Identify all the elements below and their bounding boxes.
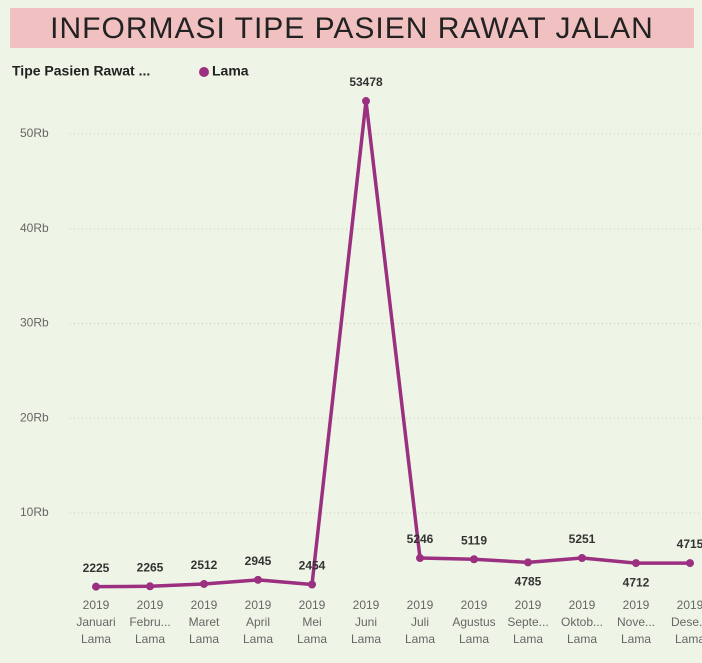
x-tick-label: Lama bbox=[189, 632, 219, 646]
x-tick-label: Lama bbox=[81, 632, 111, 646]
x-tick-label: Juli bbox=[411, 615, 429, 629]
point bbox=[92, 582, 100, 591]
point bbox=[200, 579, 208, 588]
data-label: 4715 bbox=[677, 537, 702, 551]
point bbox=[524, 558, 532, 567]
data-label: 53478 bbox=[349, 75, 383, 89]
title-banner bbox=[10, 8, 694, 48]
point bbox=[686, 559, 694, 568]
x-tick-label: Febru... bbox=[129, 615, 170, 629]
data-label: 5251 bbox=[569, 532, 596, 546]
point bbox=[308, 580, 316, 589]
data-label: 2265 bbox=[137, 560, 164, 574]
data-label: 5119 bbox=[461, 533, 487, 547]
point bbox=[578, 553, 586, 562]
x-tick-label: 2019 bbox=[407, 598, 434, 612]
point bbox=[254, 575, 262, 584]
point bbox=[416, 554, 424, 563]
x-tick-label: 2019 bbox=[353, 598, 380, 612]
y-tick-label: 50Rb bbox=[20, 126, 49, 140]
x-tick-label: Lama bbox=[243, 632, 273, 646]
legend-title: Tipe Pasien Rawat ... bbox=[12, 63, 150, 79]
y-tick-label: 30Rb bbox=[20, 316, 49, 330]
point bbox=[146, 582, 154, 591]
x-tick-label: Lama bbox=[459, 632, 489, 646]
x-tick-label: 2019 bbox=[245, 598, 272, 612]
x-tick-label: 2019 bbox=[83, 598, 110, 612]
x-tick-label: Juni bbox=[355, 615, 377, 629]
x-tick-label: Maret bbox=[189, 615, 220, 629]
x-tick-label: Oktob... bbox=[561, 615, 603, 629]
x-tick-label: Dese... bbox=[671, 615, 702, 629]
x-tick-label: 2019 bbox=[137, 598, 164, 612]
x-tick-label: Septe... bbox=[507, 615, 548, 629]
x-tick-label: 2019 bbox=[515, 598, 542, 612]
x-tick-label: Lama bbox=[675, 632, 702, 646]
data-label: 2225 bbox=[83, 561, 110, 575]
legend-label: Lama bbox=[212, 63, 249, 79]
y-tick-label: 20Rb bbox=[20, 410, 49, 424]
x-tick-label: Agustus bbox=[452, 615, 495, 629]
y-tick-label: 40Rb bbox=[20, 221, 49, 235]
data-label: 2512 bbox=[191, 558, 218, 572]
y-tick-label: 10Rb bbox=[20, 505, 49, 519]
data-label: 5246 bbox=[407, 532, 434, 546]
chart-title: INFORMASI TIPE PASIEN RAWAT JALAN bbox=[50, 12, 654, 45]
data-label: 2945 bbox=[245, 554, 272, 568]
x-tick-label: 2019 bbox=[623, 598, 650, 612]
x-tick-label: Januari bbox=[76, 615, 115, 629]
point bbox=[470, 555, 478, 564]
point bbox=[362, 97, 370, 106]
x-tick-label: Mei bbox=[302, 615, 321, 629]
line bbox=[95, 99, 691, 589]
x-tick-label: 2019 bbox=[191, 598, 218, 612]
x-tick-label: April bbox=[246, 615, 270, 629]
data-label: 4785 bbox=[515, 575, 542, 589]
data-label: 2454 bbox=[299, 559, 326, 573]
legend-marker bbox=[199, 67, 209, 77]
x-tick-label: Lama bbox=[297, 632, 327, 646]
x-tick-label: 2019 bbox=[677, 598, 702, 612]
x-tick-label: Lama bbox=[513, 632, 543, 646]
x-tick-label: Lama bbox=[135, 632, 165, 646]
x-tick-label: Lama bbox=[405, 632, 435, 646]
point bbox=[632, 559, 640, 568]
x-tick-label: Lama bbox=[567, 632, 597, 646]
x-tick-label: Lama bbox=[351, 632, 381, 646]
data-label: 4712 bbox=[623, 575, 650, 589]
x-tick-label: 2019 bbox=[461, 598, 488, 612]
x-tick-label: 2019 bbox=[569, 598, 596, 612]
x-tick-label: 2019 bbox=[299, 598, 326, 612]
x-tick-label: Lama bbox=[621, 632, 651, 646]
x-tick-label: Nove... bbox=[617, 615, 655, 629]
